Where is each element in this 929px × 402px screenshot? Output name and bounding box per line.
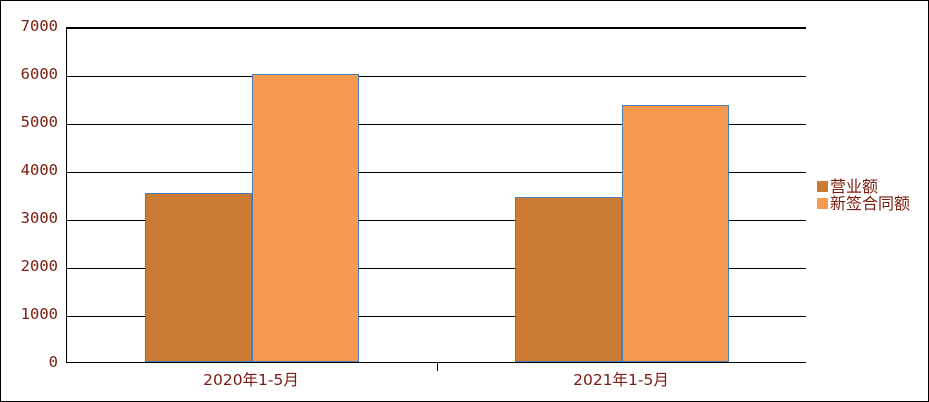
bar-新签合同额-2020年1-5月[interactable] [252, 74, 359, 362]
y-axis-tick-label: 5000 [20, 113, 58, 131]
x-axis-tick-label: 2020年1-5月 [203, 371, 299, 389]
gridline [67, 124, 806, 125]
gridline [67, 76, 806, 77]
bar-营业额-2020年1-5月[interactable] [145, 193, 252, 362]
y-axis-tick-label: 0 [48, 353, 58, 371]
x-axis-tick [437, 362, 438, 371]
gridline [67, 268, 806, 269]
legend-item-label: 营业额 [830, 177, 879, 196]
legend-item-新签合同额[interactable]: 新签合同额 [817, 195, 910, 212]
chart-legend: 营业额 新签合同额 [817, 178, 910, 212]
y-axis-tick-label: 1000 [20, 305, 58, 323]
y-axis-tick-label: 7000 [20, 17, 58, 35]
y-axis-tick-label: 4000 [20, 161, 58, 179]
legend-swatch-icon [817, 181, 828, 192]
legend-item-label: 新签合同额 [830, 194, 911, 213]
bar-营业额-2021年1-5月[interactable] [515, 196, 622, 362]
legend-swatch-icon [817, 198, 828, 209]
gridline [67, 316, 806, 317]
x-axis-tick-label: 2021年1-5月 [573, 371, 669, 389]
bar-新签合同额-2021年1-5月[interactable] [622, 105, 729, 362]
gridline [67, 28, 806, 29]
y-axis-tick-label: 2000 [20, 257, 58, 275]
y-axis-tick-label: 3000 [20, 209, 58, 227]
y-axis-tick-labels: 7000 6000 5000 4000 3000 2000 1000 0 [1, 1, 58, 401]
gridline [67, 172, 806, 173]
gridline [67, 220, 806, 221]
plot-area [66, 27, 806, 371]
legend-item-营业额[interactable]: 营业额 [817, 178, 910, 195]
y-axis-tick-label: 6000 [20, 65, 58, 83]
